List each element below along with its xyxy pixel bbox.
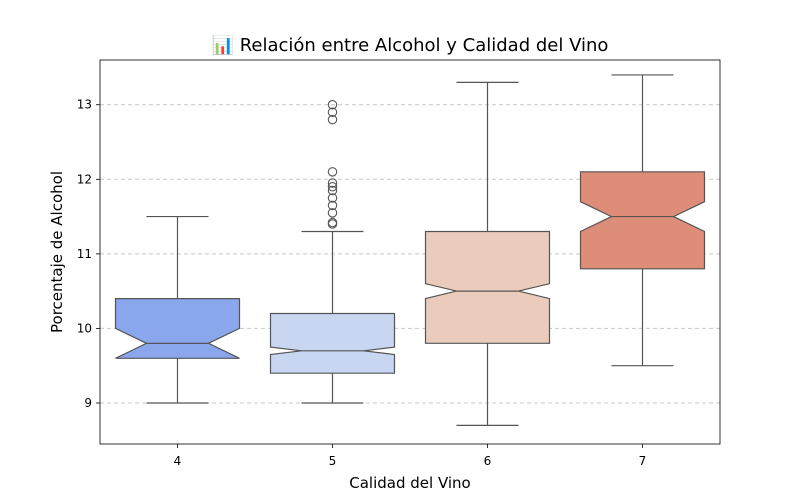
x-tick-label: 7	[639, 454, 647, 468]
y-tick-label: 9	[84, 396, 92, 410]
y-axis-label: Porcentaje de Alcohol	[48, 171, 66, 333]
outlier-point	[327, 200, 338, 211]
plot-frame	[99, 59, 721, 445]
x-tick-label: 6	[484, 454, 492, 468]
boxes	[114, 74, 706, 426]
chart-title: 📊 Relación entre Alcohol y Calidad del V…	[212, 34, 609, 56]
y-tick-label: 10	[77, 321, 92, 335]
box-body	[579, 171, 706, 270]
x-axis-label: Calidad del Vino	[349, 474, 470, 492]
x-tick-label: 5	[329, 454, 337, 468]
outlier-point	[327, 193, 338, 203]
box-body	[114, 298, 241, 359]
outlier-point	[327, 208, 338, 218]
outlier-point	[327, 185, 338, 196]
outlier-point	[327, 167, 338, 177]
box-5	[269, 99, 396, 404]
box-6	[424, 81, 551, 426]
outlier-point	[327, 99, 338, 110]
y-axis-ticks: 9 10 11 12 13	[77, 98, 100, 410]
box-body	[424, 230, 551, 344]
y-tick-label: 11	[77, 247, 92, 261]
outlier-point	[327, 107, 338, 117]
outlier-point	[327, 178, 338, 188]
y-tick-label: 12	[77, 172, 92, 186]
x-tick-label: 4	[174, 454, 182, 468]
box-4	[114, 215, 241, 404]
box-body	[269, 312, 396, 374]
box-7	[579, 74, 706, 367]
x-axis-ticks: 4 5 6 7	[174, 444, 647, 468]
gridlines	[100, 104, 720, 404]
y-tick-label: 13	[77, 98, 92, 112]
outlier-point	[327, 114, 338, 125]
outlier-point	[327, 182, 338, 192]
outlier-point	[327, 217, 338, 228]
